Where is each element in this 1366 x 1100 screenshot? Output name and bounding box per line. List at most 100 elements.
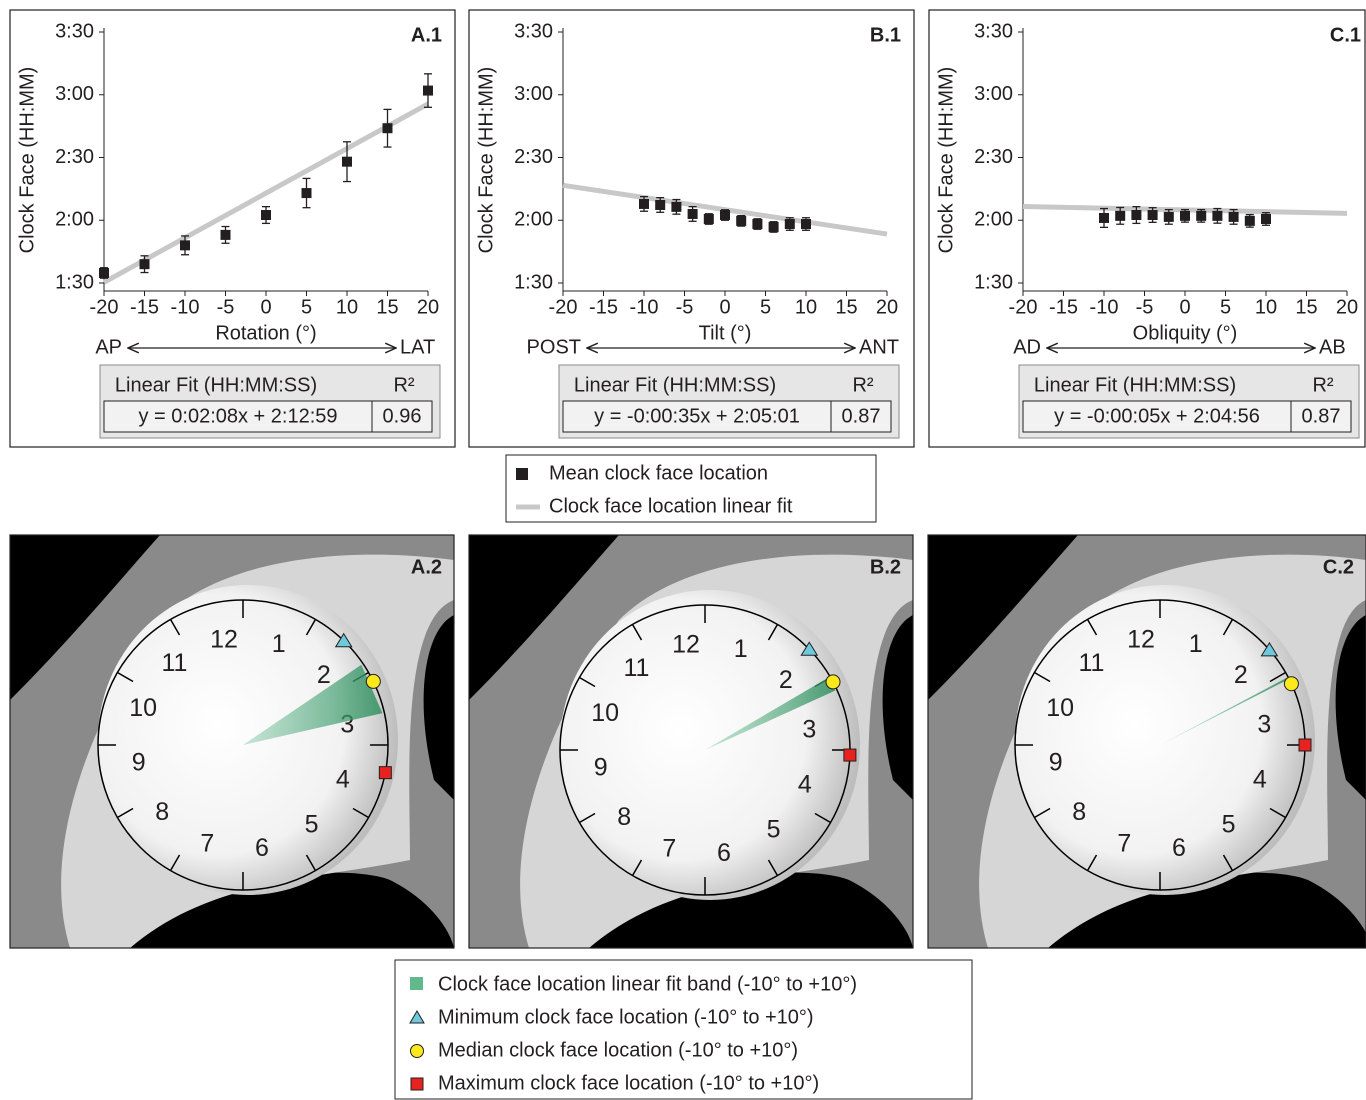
fit-equation: y = 0:02:08x + 2:12:59	[138, 405, 337, 427]
anatomy-dark	[10, 535, 160, 700]
y-tick-label: 3:00	[55, 83, 94, 105]
y-tick-label: 2:30	[974, 146, 1013, 168]
fit-equation: y = -0:00:05x + 2:04:56	[1054, 405, 1260, 427]
mean-point	[801, 219, 811, 230]
x-tick-label: 20	[876, 296, 898, 318]
legend-label: Clock face location linear fit	[549, 495, 793, 517]
clock-hour: 5	[767, 815, 781, 843]
fit-table-header: R²	[1312, 374, 1333, 396]
clock-hour: 10	[129, 694, 157, 722]
clock-tick	[1269, 807, 1286, 819]
panel-label: C.1	[1330, 24, 1361, 46]
panel-label: B.2	[870, 556, 901, 578]
legend-label: Maximum clock face location (-10° to +10…	[438, 1072, 819, 1094]
anatomy-dark	[1335, 615, 1366, 800]
clock-hour: 4	[1253, 765, 1267, 793]
clock-hour: 1	[272, 630, 286, 658]
mean-point	[703, 213, 714, 224]
x-axis-label: Tilt (°)	[699, 322, 752, 344]
panel-label: A.1	[411, 24, 442, 46]
mean-point	[687, 208, 698, 219]
clock-tick	[1222, 619, 1234, 636]
mean-point	[99, 267, 109, 278]
direction-label: AD	[1013, 336, 1041, 358]
legend-label: Median clock face location (-10° to +10°…	[438, 1039, 798, 1061]
fit-table-header: Linear Fit (HH:MM:SS)	[115, 374, 317, 396]
clock-tick	[631, 624, 643, 641]
direction-label: POST	[527, 336, 581, 358]
legend-label: Minimum clock face location (-10° to +10…	[438, 1006, 814, 1028]
clock-tick	[631, 859, 643, 876]
fit-table-cell	[1290, 400, 1352, 433]
min-marker	[800, 641, 819, 656]
mean-point	[768, 221, 779, 232]
anatomy-dark	[882, 615, 913, 800]
panel-frame	[9, 9, 456, 448]
x-tick-label: -10	[171, 296, 200, 318]
mean-point	[655, 199, 666, 210]
clock-hour: 12	[672, 630, 700, 658]
x-tick-label: -20	[549, 296, 578, 318]
clock-tick	[117, 671, 134, 683]
y-tick-label: 2:00	[974, 209, 1013, 231]
panel-frame	[468, 9, 915, 448]
mean-point	[1212, 210, 1223, 221]
fit-table-cell	[830, 400, 892, 433]
anatomy-dark	[928, 535, 1078, 700]
fit-table-header: R²	[393, 374, 414, 396]
y-tick-label: 2:30	[55, 146, 94, 168]
y-tick-label: 2:30	[514, 146, 553, 168]
clock-image	[469, 535, 913, 948]
socket	[1015, 585, 1315, 895]
clock-hour: 12	[210, 625, 238, 653]
y-tick-label: 3:00	[514, 83, 553, 105]
direction-label: AB	[1319, 336, 1346, 358]
clock-tick	[1034, 671, 1051, 683]
mean-point	[1228, 211, 1239, 222]
fit-table-cell	[103, 400, 373, 433]
x-tick-label: 10	[795, 296, 817, 318]
fit-table-cell	[1022, 400, 1292, 433]
anatomy-dark	[423, 615, 454, 800]
mean-point	[1244, 215, 1255, 226]
max-marker	[378, 766, 392, 780]
mean-point	[1115, 210, 1126, 221]
mean-point	[220, 229, 231, 240]
clock-hour: 7	[662, 834, 676, 862]
clock-hour: 1	[734, 635, 748, 663]
socket	[560, 590, 860, 900]
legend-box	[505, 454, 877, 523]
legend-box	[394, 959, 973, 1100]
anatomy-dark	[559, 872, 913, 948]
clock-hour: 6	[1172, 834, 1186, 862]
x-axis-label: Obliquity (°)	[1133, 322, 1238, 344]
y-tick-label: 3:00	[974, 83, 1013, 105]
mean-point	[139, 259, 150, 270]
clock-tick	[1086, 854, 1098, 871]
x-tick-label: 15	[1295, 296, 1317, 318]
y-tick-label: 1:30	[514, 271, 553, 293]
clock-tick	[767, 859, 779, 876]
mean-point	[1099, 212, 1109, 223]
max-marker	[843, 748, 857, 762]
fit-band	[1160, 677, 1288, 745]
mean-point	[1196, 210, 1207, 221]
fit-band	[705, 677, 836, 750]
clock-tick	[579, 676, 596, 688]
y-axis-label: Clock Face (HH:MM)	[475, 67, 497, 254]
clock-tick	[1034, 807, 1051, 819]
clock-hour: 4	[336, 765, 350, 793]
clock-tick	[767, 624, 779, 641]
clock-tick	[1269, 671, 1286, 683]
legend-swatch	[410, 1044, 424, 1058]
fit-table-header: R²	[852, 374, 873, 396]
x-tick-label: 15	[835, 296, 857, 318]
direction-label: LAT	[400, 336, 435, 358]
x-tick-label: -15	[130, 296, 159, 318]
clock-hour: 8	[155, 798, 169, 826]
mean-point	[301, 188, 312, 199]
direction-label: AP	[95, 336, 122, 358]
x-tick-label: -5	[1136, 296, 1154, 318]
panel-frame	[468, 534, 914, 949]
